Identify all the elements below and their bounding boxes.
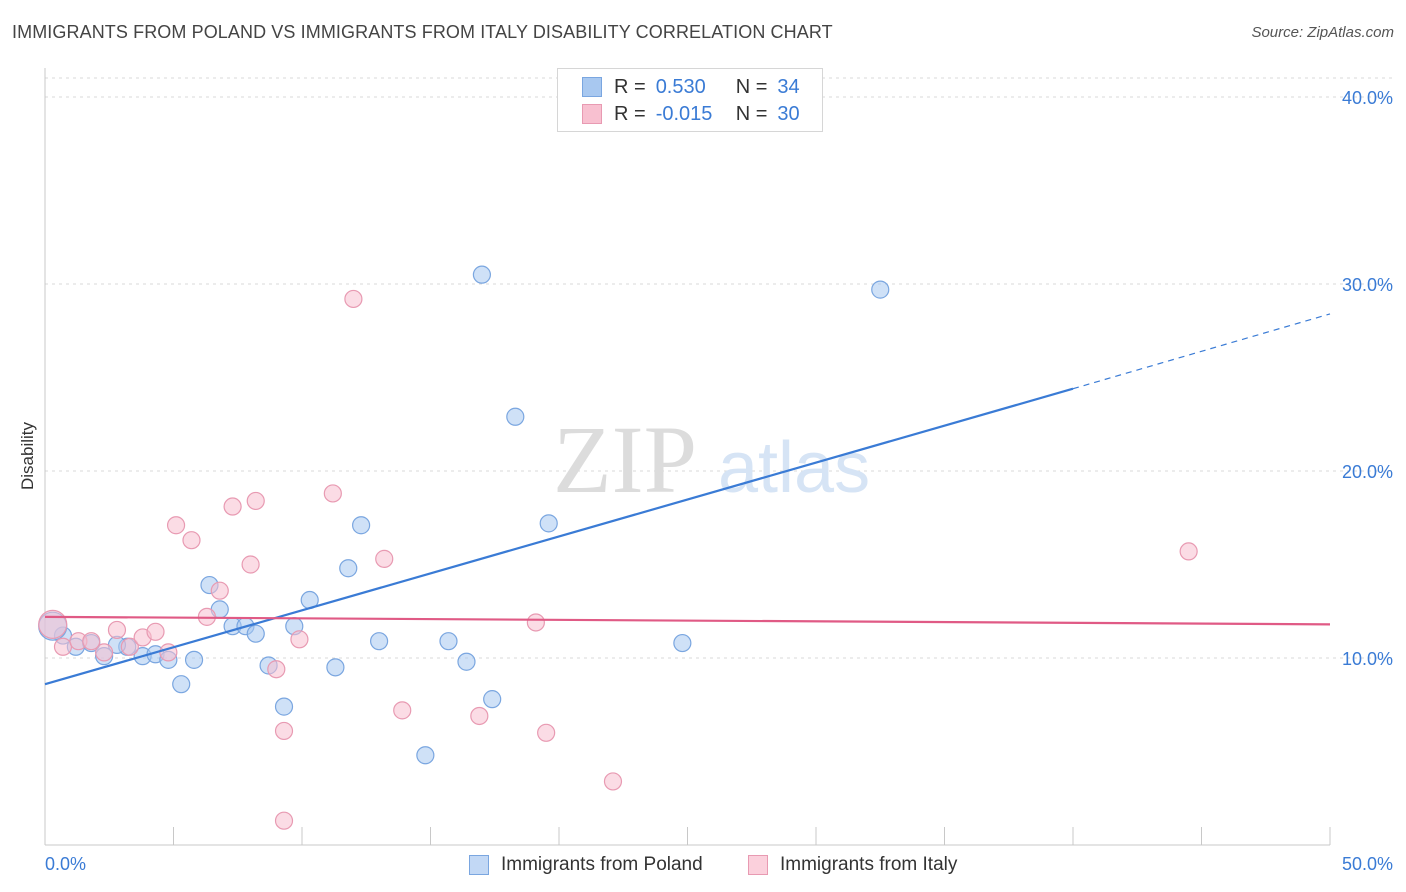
italy-point [95, 643, 114, 662]
source-label: Source: ZipAtlas.com [1251, 24, 1394, 41]
italy-point [267, 660, 286, 679]
italy-point [375, 549, 394, 568]
italy-trendline [44, 615, 1331, 626]
italy-point [246, 491, 265, 511]
italy-point [274, 811, 294, 830]
n-value: 30 [777, 102, 800, 125]
poland-point [871, 280, 890, 299]
poland-point [472, 265, 491, 284]
italy-point [344, 289, 363, 309]
italy-point [120, 637, 139, 656]
poland-point [274, 697, 294, 716]
legend-row-poland: R = 0.530 N = 34 [582, 75, 800, 99]
y-tick-label: 30.0% [1342, 275, 1393, 295]
italy-point [53, 637, 73, 656]
italy-point [393, 701, 412, 720]
legend-label-poland: Immigrants from Poland [501, 854, 703, 875]
r-label: R = [614, 102, 646, 125]
italy-point [1179, 542, 1198, 561]
chart-title: IMMIGRANTS FROM POLAND VS IMMIGRANTS FRO… [12, 22, 833, 42]
poland-point [246, 624, 265, 643]
poland-point [416, 746, 435, 765]
y-tick-label: 20.0% [1342, 462, 1393, 482]
italy-point [182, 531, 201, 550]
italy-point [146, 622, 165, 641]
poland-point [457, 652, 476, 671]
y-tick-label: 10.0% [1342, 649, 1393, 669]
italy-point [274, 721, 294, 741]
italy-point [470, 706, 489, 726]
r-label: R = [614, 75, 646, 98]
italy-point [537, 723, 556, 742]
italy-point [107, 620, 127, 640]
italy-point [603, 772, 623, 791]
n-label: N = [735, 102, 768, 125]
legend-row-italy: R = -0.015 N = 30 [582, 102, 800, 126]
poland-trendline-extension [1072, 313, 1331, 390]
x-tick-label: 0.0% [45, 854, 86, 874]
n-label: N = [735, 75, 768, 98]
legend-label-italy: Immigrants from Italy [780, 854, 958, 875]
poland-point [439, 632, 458, 651]
poland-point [539, 514, 558, 533]
y-tick-label: 40.0% [1342, 88, 1393, 108]
poland-point [184, 650, 204, 669]
italy-point [166, 516, 186, 535]
italy-swatch [748, 855, 768, 875]
italy-point [241, 555, 260, 574]
y-axis-label: Disability [18, 421, 37, 491]
italy-point [38, 609, 68, 639]
poland-trendline [44, 387, 1074, 686]
n-value: 34 [777, 75, 800, 98]
r-value: -0.015 [655, 102, 713, 125]
poland-point [326, 658, 345, 677]
bottom-legend-poland: Immigrants from Poland [469, 852, 703, 878]
poland-point [352, 516, 371, 535]
poland-swatch [469, 855, 489, 875]
poland-point [483, 690, 502, 709]
poland-point [673, 633, 692, 653]
correlation-legend: R = 0.530 N = 34 R = -0.015 N = 30 [557, 68, 823, 132]
watermark-zip: ZIP [553, 406, 697, 513]
poland-point [506, 407, 525, 426]
italy-swatch [582, 104, 602, 124]
x-tick-label: 50.0% [1342, 854, 1393, 874]
italy-point [290, 630, 309, 649]
poland-point [172, 675, 191, 694]
italy-point [526, 613, 545, 632]
italy-point [82, 632, 101, 651]
italy-point [210, 581, 229, 600]
poland-point [370, 632, 389, 651]
italy-point [323, 484, 342, 503]
poland-point [339, 559, 358, 578]
italy-point [223, 497, 242, 516]
bottom-legend-italy: Immigrants from Italy [748, 852, 957, 878]
r-value: 0.530 [655, 75, 706, 98]
poland-swatch [582, 77, 602, 97]
